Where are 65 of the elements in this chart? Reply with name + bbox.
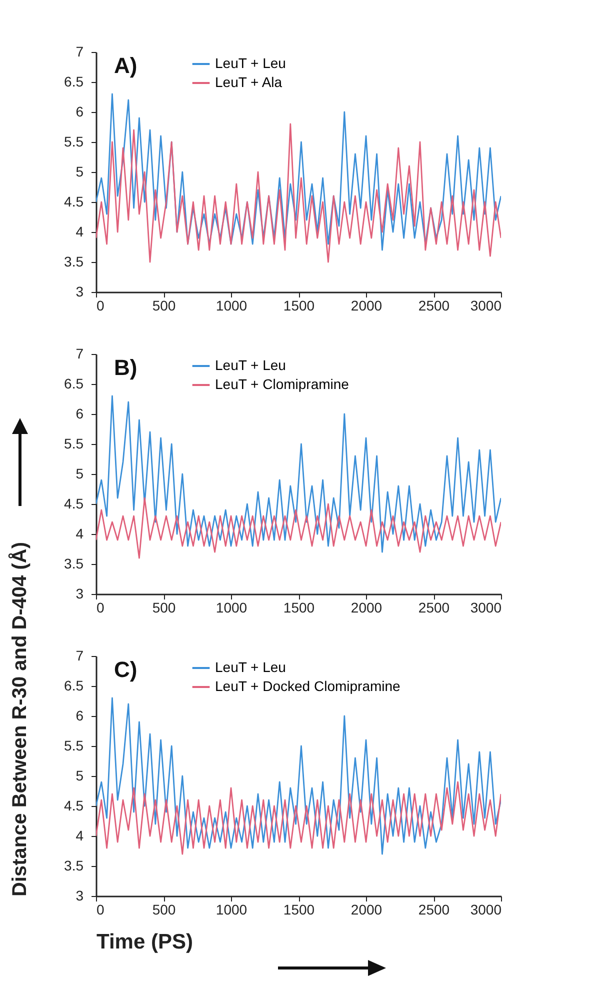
x-tick-label: 500	[152, 600, 176, 616]
y-tick-label: 5	[76, 768, 84, 784]
x-tick-label: 3000	[470, 298, 502, 314]
y-tick-label: 4.5	[64, 798, 84, 814]
y-tick-label: 7	[76, 346, 84, 362]
x-tick-label: 1000	[216, 600, 248, 616]
x-tick-label: 2000	[350, 298, 382, 314]
x-tick-label: 0	[96, 902, 104, 918]
y-tick-label: 5.5	[64, 134, 84, 150]
y-tick-label: 6.5	[64, 678, 84, 694]
line-series	[96, 697, 501, 855]
line-series	[96, 497, 501, 559]
y-tick-label: 4.5	[64, 496, 84, 512]
chart-title: B)	[114, 355, 138, 380]
x-tick-label: 2500	[418, 902, 450, 918]
x-tick-label: 2500	[418, 298, 450, 314]
y-tick-label: 4.5	[64, 194, 84, 210]
y-tick-label: 6.5	[64, 376, 84, 392]
legend-label: LeuT + Leu	[215, 357, 286, 373]
y-tick-label: 6	[76, 406, 84, 422]
y-tick-label: 7	[76, 648, 84, 664]
y-tick-label: 7	[76, 44, 84, 60]
legend-label: LeuT + Leu	[215, 659, 286, 675]
x-tick-label: 0	[96, 600, 104, 616]
x-tick-label: 500	[152, 298, 176, 314]
y-tick-label: 3.5	[64, 858, 84, 874]
x-tick-label: 2000	[350, 902, 382, 918]
y-tick-label: 6	[76, 708, 84, 724]
x-tick-label: 3000	[470, 902, 502, 918]
legend-label: LeuT + Docked Clomipramine	[215, 678, 401, 694]
y-tick-label: 3	[76, 284, 84, 300]
y-tick-label: 3	[76, 586, 84, 602]
x-tick-label: 500	[152, 902, 176, 918]
y-tick-label: 6.5	[64, 74, 84, 90]
line-series	[96, 395, 501, 553]
legend-label: LeuT + Clomipramine	[215, 376, 350, 392]
y-tick-label: 4	[76, 828, 84, 844]
x-tick-label: 3000	[470, 600, 502, 616]
legend-label: LeuT + Ala	[215, 74, 282, 90]
x-tick-label: 1000	[216, 902, 248, 918]
y-tick-label: 4	[76, 224, 84, 240]
x-tick-label: 0	[96, 298, 104, 314]
y-tick-label: 5	[76, 164, 84, 180]
y-tick-label: 3.5	[64, 556, 84, 572]
y-tick-label: 6	[76, 104, 84, 120]
x-tick-label: 2500	[418, 600, 450, 616]
x-tick-label: 1500	[283, 298, 315, 314]
legend-label: LeuT + Leu	[215, 55, 286, 71]
x-tick-label: 2000	[350, 600, 382, 616]
line-series	[96, 781, 501, 855]
chart-title: C)	[114, 657, 138, 682]
y-tick-label: 3	[76, 888, 84, 904]
y-axis-title: Distance Between R-30 and D-404 (Å)	[8, 542, 32, 896]
y-tick-label: 4	[76, 526, 84, 542]
y-tick-label: 5.5	[64, 436, 84, 452]
y-tick-label: 3.5	[64, 254, 84, 270]
line-series	[96, 93, 501, 251]
chart-title: A)	[114, 53, 138, 78]
x-tick-label: 1500	[283, 600, 315, 616]
line-series	[96, 123, 501, 263]
y-tick-label: 5.5	[64, 738, 84, 754]
x-tick-label: 1500	[283, 902, 315, 918]
x-tick-label: 1000	[216, 298, 248, 314]
x-axis-title: Time (PS)	[96, 930, 193, 954]
y-tick-label: 5	[76, 466, 84, 482]
